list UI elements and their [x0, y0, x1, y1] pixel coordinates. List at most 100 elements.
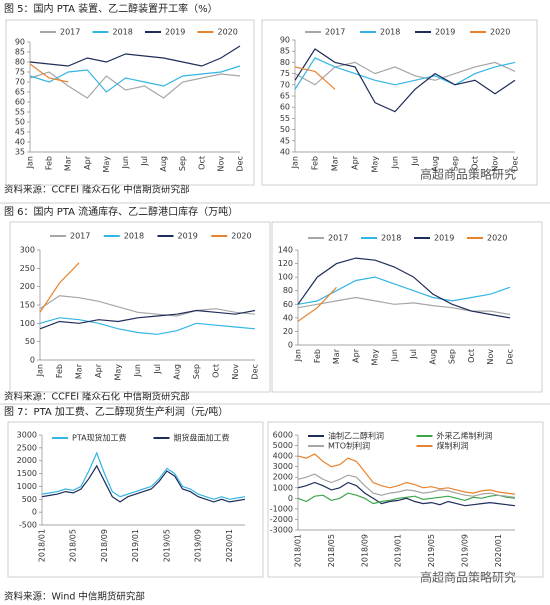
y-tick-label: 85	[280, 47, 290, 56]
x-tick-label: Sep	[178, 156, 187, 171]
series-line	[39, 309, 256, 330]
x-tick-label: Jan	[294, 349, 303, 362]
legend-label: 2018	[124, 232, 144, 241]
y-tick-label: 40	[15, 138, 25, 147]
source-note: 资料来源：CCFEI 隆众石化 中信期货研究部	[4, 391, 190, 403]
x-tick-label: May	[102, 156, 111, 173]
x-tick-label: Sep	[448, 349, 457, 364]
x-tick-label: Jun	[391, 156, 400, 170]
y-tick-label: 70	[15, 78, 25, 87]
y-tick-label: 0	[288, 341, 293, 350]
x-tick-label: 2018/09	[360, 534, 369, 567]
x-tick-label: Mar	[64, 155, 73, 171]
series-line	[297, 257, 511, 319]
series-line	[29, 71, 241, 99]
y-tick-label: 90	[280, 36, 290, 45]
x-tick-label: Feb	[311, 156, 320, 170]
legend-label: 2017	[70, 232, 90, 241]
x-tick-label: Jul	[411, 156, 420, 167]
x-tick-label: 2019/05	[162, 529, 171, 562]
y-tick-label: 0	[288, 494, 293, 503]
series-line	[294, 57, 516, 90]
series-line	[297, 492, 516, 505]
y-tick-label: 6000	[273, 431, 293, 440]
series-line	[297, 453, 516, 495]
series-line	[39, 317, 256, 335]
x-tick-label: 2018/09	[100, 529, 109, 562]
series-line	[297, 276, 511, 305]
y-tick-label: 80	[283, 286, 293, 295]
figure-caption: 图 5：国内 PTA 装置、乙二醇装置开工率（%）	[4, 2, 218, 15]
panel-frame	[7, 421, 264, 578]
x-tick-label: Oct	[467, 349, 476, 363]
y-tick-label: 70	[280, 80, 290, 89]
x-tick-label: Apr	[351, 155, 360, 170]
series-line	[294, 66, 336, 90]
y-tick-label: -500	[19, 521, 37, 530]
y-tick-label: 1500	[17, 469, 37, 478]
x-tick-label: Dec	[506, 349, 515, 364]
x-tick-label: Dec	[236, 156, 245, 171]
x-tick-label: Dec	[251, 364, 260, 379]
y-tick-label: 50	[15, 118, 25, 127]
y-tick-label: 35	[15, 148, 25, 157]
y-tick-label: 85	[15, 48, 25, 57]
y-tick-label: 60	[15, 98, 25, 107]
x-tick-label: Apr	[83, 155, 92, 170]
y-tick-label: 65	[280, 92, 290, 101]
series-line	[29, 45, 241, 67]
y-tick-label: 150	[20, 301, 35, 310]
x-tick-label: Apr	[94, 363, 103, 378]
y-tick-label: 80	[15, 58, 25, 67]
legend-label: PTA现货加工费	[72, 433, 127, 443]
x-tick-label: Oct	[197, 156, 206, 170]
legend-label: 2017	[60, 28, 80, 37]
legend-label: 2020	[487, 234, 507, 243]
x-tick-label: Nov	[486, 349, 495, 365]
y-tick-label: 140	[278, 246, 293, 255]
y-tick-label: 200	[20, 282, 35, 291]
y-tick-label: 0	[32, 508, 37, 517]
y-tick-label: 250	[20, 264, 35, 273]
y-tick-label: -2000	[270, 515, 293, 524]
x-tick-label: Aug	[431, 156, 440, 172]
x-tick-label: Jul	[409, 349, 418, 360]
series-line	[29, 63, 69, 83]
y-tick-label: 1000	[273, 483, 293, 492]
y-tick-label: 2500	[17, 443, 37, 452]
y-tick-label: 20	[283, 327, 293, 336]
x-tick-label: 2019/09	[194, 529, 203, 562]
x-tick-label: Mar	[75, 363, 84, 379]
x-tick-label: Feb	[55, 364, 64, 378]
y-tick-label: 0	[30, 356, 35, 365]
legend-label: 2017	[325, 28, 345, 37]
x-tick-label: Aug	[428, 349, 437, 365]
y-tick-label: -3000	[270, 526, 293, 535]
x-tick-label: Mar	[331, 155, 340, 171]
panel-frame	[261, 19, 538, 186]
x-tick-label: May	[371, 156, 380, 173]
y-tick-label: 55	[280, 114, 290, 123]
series-line	[29, 65, 241, 93]
y-tick-label: 50	[280, 125, 290, 134]
series-line	[41, 451, 246, 500]
x-tick-label: 2019/09	[460, 534, 469, 567]
y-tick-label: 1000	[17, 482, 37, 491]
legend-label: 2020	[231, 232, 251, 241]
x-tick-label: Aug	[159, 156, 168, 172]
legend-label: 2018	[381, 234, 401, 243]
legend-label: 2017	[328, 234, 348, 243]
y-tick-label: 100	[278, 273, 293, 282]
x-tick-label: 2019/01	[394, 534, 403, 567]
panel-frame	[271, 221, 543, 393]
y-tick-label: 40	[280, 148, 290, 157]
y-tick-label: 60	[280, 103, 290, 112]
source-note: 资料来源：CCFEI 隆众石化 中信期货研究部	[4, 184, 190, 196]
series-line	[294, 48, 516, 113]
y-tick-label: 40	[283, 313, 293, 322]
x-tick-label: May	[114, 364, 123, 381]
x-tick-label: Jul	[140, 156, 149, 167]
panel-frame	[9, 221, 271, 393]
y-tick-label: 45	[280, 136, 290, 145]
